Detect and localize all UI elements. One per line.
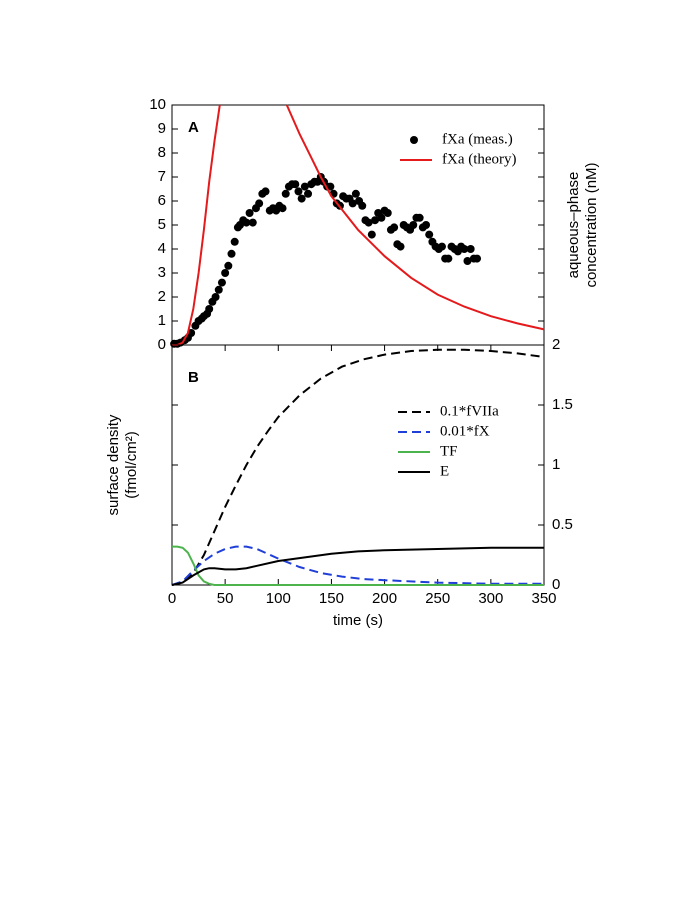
data-point [278, 204, 287, 213]
data-point [351, 189, 360, 198]
data-point [377, 213, 386, 222]
y-tick-label: 9 [158, 120, 166, 137]
data-point [224, 261, 233, 270]
data-line [171, 348, 545, 586]
legend-label: 0.01*fX [440, 423, 490, 439]
data-point [304, 189, 313, 198]
data-point [214, 285, 223, 294]
legend-marker [410, 136, 418, 144]
x-axis-label: time (s) [333, 612, 383, 629]
x-tick-label: 0 [168, 590, 176, 607]
data-line [171, 546, 544, 586]
data-point [364, 218, 373, 227]
data-point [371, 216, 380, 225]
legend-label: E [440, 463, 449, 479]
data-point [326, 182, 335, 191]
data-point [242, 218, 251, 227]
y-axis-label: (fmol/cm²) [123, 431, 140, 499]
y-axis-label: concentration (nM) [583, 162, 600, 287]
data-point [217, 278, 226, 287]
x-tick-label: 100 [266, 590, 291, 607]
data-point [281, 189, 290, 198]
data-point [211, 293, 220, 301]
x-tick-label: 350 [531, 590, 556, 607]
y-tick-label: 1 [552, 456, 560, 473]
data-point [383, 209, 392, 217]
data-point [294, 187, 303, 196]
y-tick-label: 1.5 [552, 396, 573, 413]
data-point [300, 182, 309, 191]
data-point [415, 213, 424, 222]
plot-frame [171, 344, 545, 586]
y-tick-label: 1 [158, 312, 166, 329]
data-point [466, 245, 475, 253]
data-line [171, 545, 544, 586]
y-tick-label: 2 [158, 288, 166, 305]
data-line [172, 104, 545, 346]
data-point [463, 257, 472, 265]
y-tick-label: 5 [158, 216, 166, 233]
y-tick-label: 3 [158, 264, 166, 281]
data-point [348, 199, 357, 208]
y-tick-label: 8 [158, 144, 166, 161]
data-point [437, 242, 446, 251]
data-point [230, 237, 239, 246]
y-tick-label: 10 [149, 96, 166, 113]
data-point [261, 187, 270, 196]
data-point [221, 269, 230, 277]
legend-label: fXa (theory) [442, 151, 517, 167]
y-tick-label: 0 [552, 576, 560, 593]
y-tick-label: 4 [158, 240, 166, 257]
y-tick-label: 0 [158, 336, 166, 353]
data-point [425, 230, 434, 239]
data-point [390, 223, 399, 232]
x-tick-label: 200 [372, 590, 397, 607]
legend-label: fXa (meas.) [442, 131, 513, 147]
data-point [409, 221, 418, 229]
data-point [396, 242, 405, 251]
data-point [245, 209, 254, 217]
data-point [422, 221, 431, 229]
x-tick-label: 300 [478, 590, 503, 607]
y-tick-label: 7 [158, 168, 166, 185]
legend-label: TF [440, 443, 458, 459]
y-tick-label: 0.5 [552, 516, 573, 533]
panel-label: A [188, 119, 199, 136]
y-tick-label: 6 [158, 192, 166, 209]
y-tick-label: 2 [552, 336, 560, 353]
data-point [460, 245, 469, 253]
data-point [291, 180, 300, 189]
data-point [205, 305, 214, 313]
x-tick-label: 50 [217, 590, 234, 607]
panel-label: B [188, 369, 199, 386]
data-point [248, 218, 257, 227]
data-point [473, 254, 482, 263]
x-tick-label: 150 [319, 590, 344, 607]
data-point [227, 249, 236, 258]
y-axis-label: aqueous–phase [565, 172, 582, 279]
y-axis-label: surface density [105, 414, 122, 515]
data-point [358, 201, 367, 210]
data-point [297, 194, 306, 203]
data-point [255, 199, 264, 208]
data-point [444, 254, 453, 263]
data-line [172, 545, 544, 586]
x-tick-label: 250 [425, 590, 450, 607]
legend-label: 0.1*fVIIa [440, 403, 499, 419]
data-point [367, 230, 376, 239]
